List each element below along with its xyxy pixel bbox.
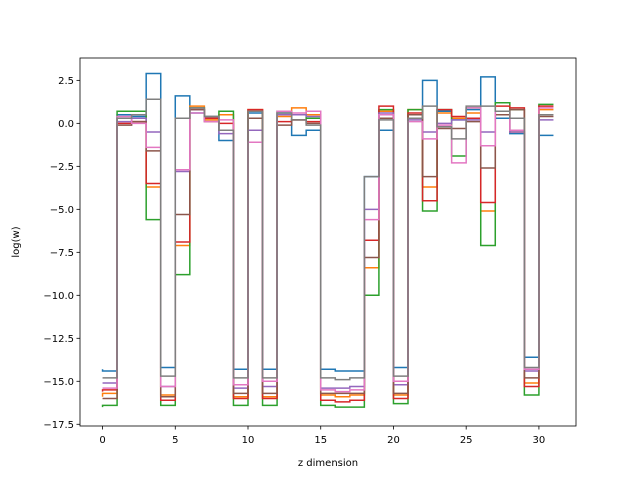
x-tick-label: 15	[314, 435, 327, 446]
y-tick-label: 0.0	[58, 119, 74, 130]
series-line-2	[101, 105, 554, 398]
y-axis: 2.5 0.0 −2.5 −5.0 −7.5 −10.0 −12.5 −15.0 −17.5	[43, 76, 80, 431]
x-axis: 0 5 10 15 20 25 30	[99, 426, 545, 446]
y-tick-label: 2.5	[58, 76, 74, 87]
x-tick-label: 5	[172, 435, 178, 446]
x-tick-label: 25	[460, 435, 473, 446]
series-line-1	[101, 72, 554, 372]
y-tick-label: −7.5	[50, 248, 74, 259]
series-line-7	[102, 107, 554, 393]
y-tick-label: −12.5	[43, 334, 74, 345]
y-tick-label: −17.5	[43, 420, 74, 431]
series-layer	[101, 72, 554, 408]
x-axis-label: z dimension	[298, 458, 358, 469]
series-line-8	[102, 98, 554, 381]
y-tick-label: −15.0	[43, 377, 74, 388]
x-tick-label: 0	[99, 435, 105, 446]
x-tick-label: 20	[387, 435, 400, 446]
series-line-5	[102, 108, 554, 389]
y-tick-label: −5.0	[50, 205, 74, 216]
series-line-4	[101, 105, 554, 403]
series-line-6	[102, 108, 554, 400]
x-tick-label: 10	[242, 435, 255, 446]
plot-frame	[79, 57, 577, 427]
y-axis-label: log(w)	[11, 226, 22, 257]
y-tick-label: −10.0	[43, 291, 74, 302]
series-line-3	[101, 101, 554, 408]
x-tick-label: 30	[533, 435, 546, 446]
y-tick-label: −2.5	[50, 162, 74, 173]
